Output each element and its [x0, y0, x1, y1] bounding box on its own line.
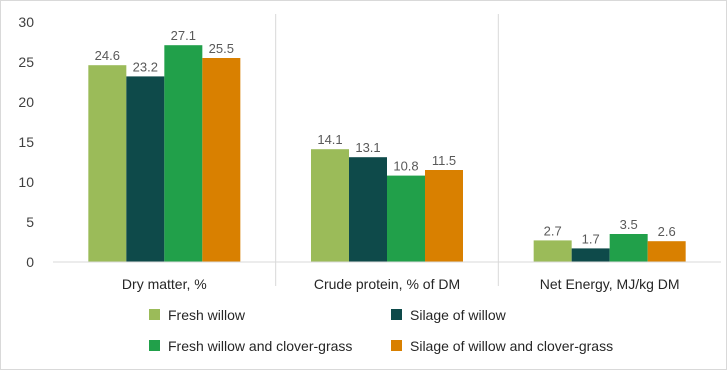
y-tick-label: 20: [18, 94, 34, 110]
data-label: 10.8: [393, 159, 418, 174]
bar: [202, 58, 241, 262]
y-tick-label: 10: [18, 174, 34, 190]
data-label: 2.6: [658, 224, 676, 239]
y-tick-label: 5: [26, 214, 34, 230]
legend-swatch: [391, 309, 402, 320]
bar: [425, 170, 463, 262]
data-label: 2.7: [544, 223, 562, 238]
legend-label: Fresh willow: [168, 307, 246, 323]
data-label: 11.5: [432, 153, 456, 168]
data-label: 23.2: [133, 59, 158, 74]
legend-label: Silage of willow: [410, 307, 507, 323]
data-label: 13.1: [355, 140, 380, 155]
y-tick-label: 30: [18, 14, 34, 30]
data-label: 25.5: [209, 41, 234, 56]
legend-swatch: [149, 340, 160, 351]
bar: [88, 65, 127, 262]
legend-swatch: [149, 309, 160, 320]
x-category-label: Crude protein, % of DM: [314, 276, 460, 292]
y-tick-label: 25: [18, 54, 34, 70]
data-labels: 24.6 23.2 27.1 25.5 14.1 13.1 10.8 11.5 2.7 1.7 3.…: [95, 28, 676, 246]
bar: [533, 240, 572, 262]
bar: [387, 175, 425, 262]
data-label: 3.5: [620, 217, 638, 232]
y-tick-label: 15: [18, 134, 34, 150]
x-category-label: Net Energy, MJ/kg DM: [540, 276, 680, 292]
legend-label: Fresh willow and clover-grass: [168, 338, 352, 354]
gridlines: [275, 14, 499, 286]
data-label: 27.1: [171, 28, 196, 43]
data-label: 14.1: [317, 132, 342, 147]
y-tick-label: 0: [26, 254, 34, 270]
data-label: 1.7: [582, 231, 600, 246]
legend-label: Silage of willow and clover-grass: [410, 338, 613, 354]
legend: Fresh willow Silage of willow Fresh willow…: [149, 307, 613, 354]
bar: [571, 248, 610, 262]
bar: [609, 234, 648, 262]
bar: [349, 157, 387, 262]
bar: [647, 241, 686, 262]
x-category-label: Dry matter, %: [122, 276, 207, 292]
bar: [126, 76, 165, 263]
axes: 0 5 10 15 20 25 30 Dry matter, % Crude protein, …: [18, 14, 721, 292]
bar: [311, 149, 349, 262]
legend-swatch: [391, 340, 402, 351]
bars: [88, 45, 686, 263]
bar: [164, 45, 203, 263]
data-label: 24.6: [95, 48, 120, 63]
